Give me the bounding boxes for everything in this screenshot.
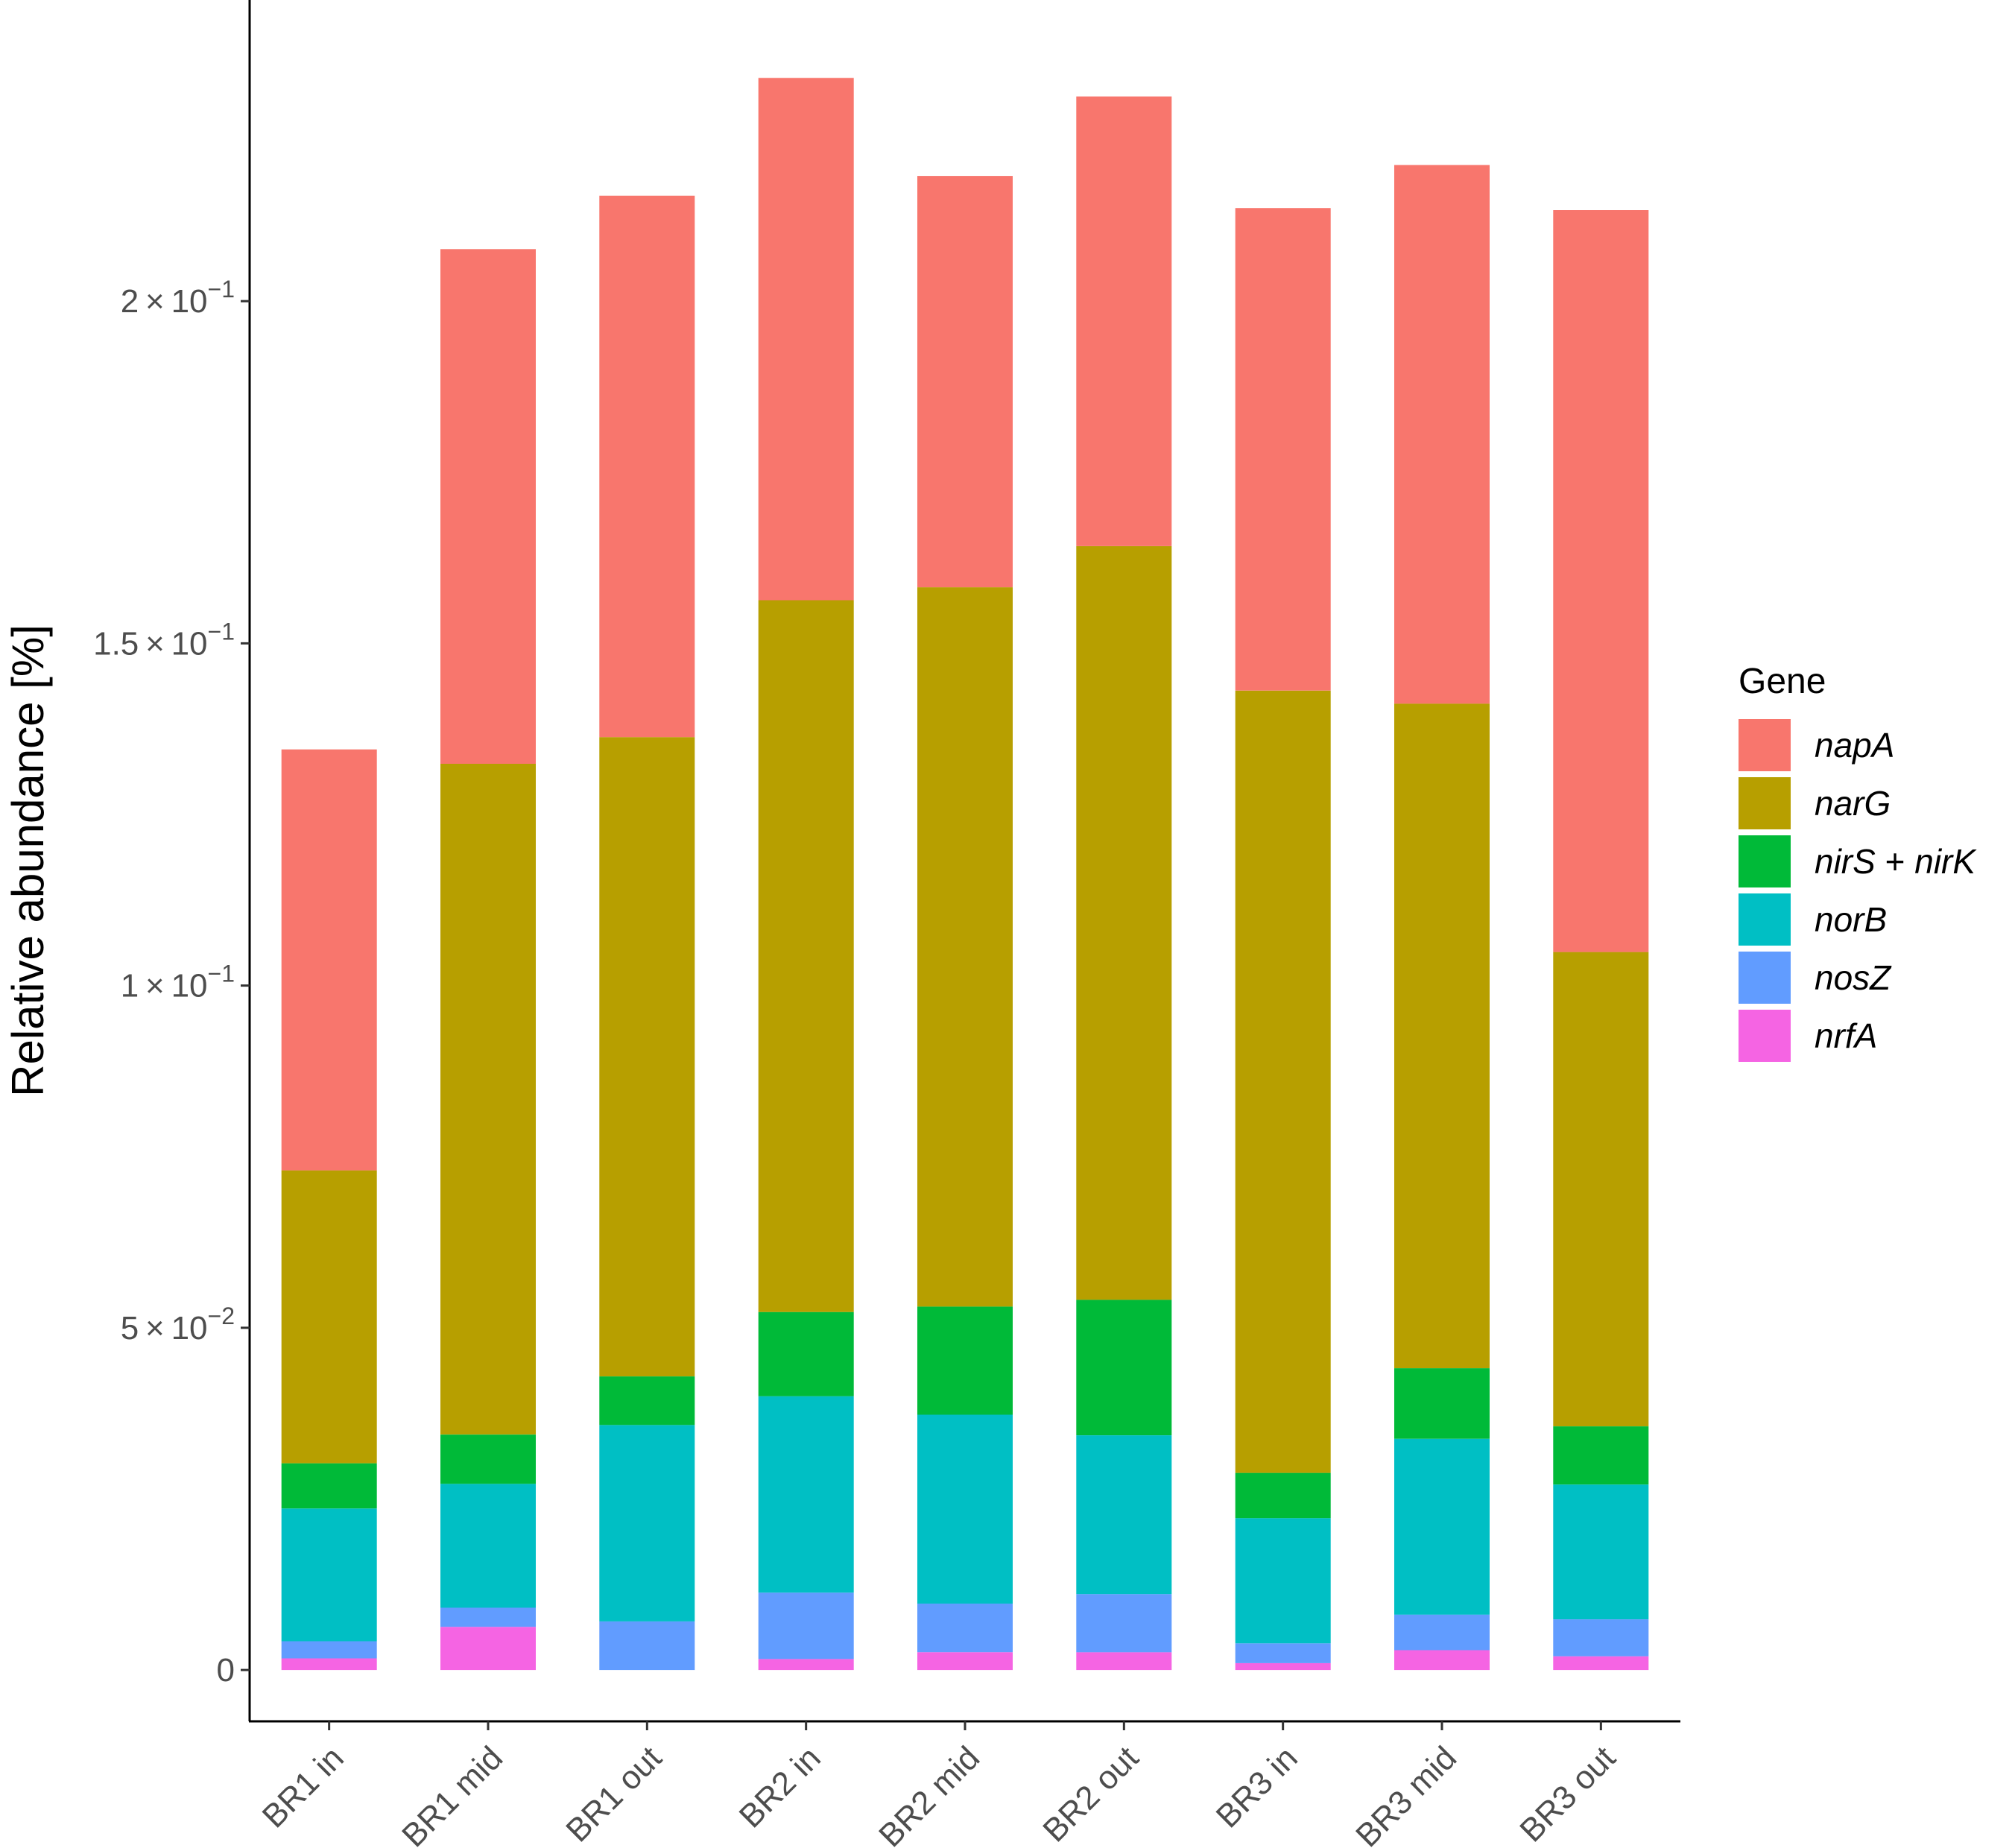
x-tick-label-br3-mid: BR3 mid	[1349, 1739, 1464, 1848]
bar-br1-mid-nosz	[440, 1607, 536, 1627]
bar-br1-mid-norb	[440, 1484, 536, 1608]
bar-br2-in-nrfa	[758, 1659, 854, 1671]
bar-br3-mid-nosz	[1394, 1614, 1490, 1651]
legend-key-nosz	[1739, 952, 1791, 1004]
legend-label-narg: narG	[1815, 784, 1891, 823]
bar-br2-in-nirs-nirk	[758, 1311, 854, 1396]
x-tick-label-br1-out: BR1 out	[559, 1739, 668, 1848]
bar-br2-mid-nirs-nirk	[917, 1306, 1013, 1415]
x-tick-label-br1-in: BR1 in	[256, 1739, 351, 1835]
bar-br3-out-narg	[1553, 952, 1649, 1427]
legend-title: Gene	[1739, 662, 1826, 701]
x-tick-label-br3-out: BR3 out	[1513, 1739, 1622, 1848]
bar-br1-out-napa	[599, 195, 695, 738]
legend-key-napa	[1739, 719, 1791, 771]
bar-br3-mid-nrfa	[1394, 1650, 1490, 1671]
bar-br2-mid-nosz	[917, 1604, 1013, 1653]
legend-key-nirs-nirk	[1739, 835, 1791, 887]
y-tick-label: 1 × 10−1	[121, 961, 235, 1004]
bar-br3-out-nirs-nirk	[1553, 1426, 1649, 1485]
bar-br3-mid-napa	[1394, 165, 1490, 704]
bar-br2-out-nrfa	[1076, 1652, 1172, 1671]
bar-br3-in-napa	[1235, 208, 1331, 691]
bar-br2-out-narg	[1076, 546, 1172, 1300]
bar-br2-out-norb	[1076, 1435, 1172, 1595]
bar-br3-mid-nirs-nirk	[1394, 1368, 1490, 1439]
y-ticks-group: 0 5 × 10−2 1 × 10−1 1.5 × 10−1 2 × 10−1	[93, 276, 250, 1689]
bar-br3-out-napa	[1553, 210, 1649, 952]
legend-label-nosz: nosZ	[1815, 958, 1892, 997]
bar-br3-out-norb	[1553, 1484, 1649, 1620]
bar-br2-out-nirs-nirk	[1076, 1300, 1172, 1436]
x-ticks-group: BR1 in BR1 mid BR1 out BR2 in BR2 mid BR2 out…	[256, 1721, 1622, 1848]
x-tick-label-br2-in: BR2 in	[733, 1739, 828, 1835]
bar-br1-in-norb	[281, 1508, 377, 1642]
bar-br1-out-narg	[599, 737, 695, 1377]
y-tick-label: 5 × 10−2	[121, 1303, 235, 1347]
bar-br2-in-nosz	[758, 1592, 854, 1659]
bar-br2-out-napa	[1076, 96, 1172, 546]
bar-br2-mid-nrfa	[917, 1652, 1013, 1671]
bar-br3-mid-norb	[1394, 1438, 1490, 1615]
bar-br3-out-nrfa	[1553, 1656, 1649, 1671]
bar-br1-mid-nrfa	[440, 1627, 536, 1671]
legend-label-nirs-nirk: nirS + nirK	[1815, 842, 1977, 881]
bar-br3-in-narg	[1235, 690, 1331, 1473]
bar-br3-in-nirs-nirk	[1235, 1472, 1331, 1519]
bar-br2-in-narg	[758, 600, 854, 1312]
bar-br3-in-nrfa	[1235, 1662, 1331, 1671]
bar-br1-in-narg	[281, 1170, 377, 1463]
bar-br1-mid-napa	[440, 249, 536, 764]
x-tick-label-br3-in: BR3 in	[1209, 1739, 1305, 1835]
bar-br3-mid-narg	[1394, 703, 1490, 1369]
bars-group	[281, 77, 1649, 1671]
bar-br2-mid-narg	[917, 587, 1013, 1307]
x-tick-label-br1-mid: BR1 mid	[395, 1739, 510, 1848]
bar-br1-out-nosz	[599, 1621, 695, 1671]
legend-key-norb	[1739, 893, 1791, 946]
bar-br3-in-norb	[1235, 1518, 1331, 1644]
bar-br2-in-norb	[758, 1396, 854, 1593]
legend: Gene napA narG nirS + nirK norB nosZ nrfA	[1739, 662, 1977, 1062]
x-tick-label-br2-mid: BR2 mid	[872, 1739, 987, 1848]
bar-br1-in-napa	[281, 749, 377, 1171]
x-tick-label-br2-out: BR2 out	[1036, 1739, 1145, 1848]
y-axis-title: Relative abundance [%]	[3, 624, 53, 1097]
bar-br2-out-nosz	[1076, 1594, 1172, 1653]
bar-br1-mid-narg	[440, 764, 536, 1435]
y-tick-label: 1.5 × 10−1	[93, 618, 235, 662]
legend-label-napa: napA	[1815, 726, 1894, 765]
bar-br1-in-nrfa	[281, 1658, 377, 1671]
bar-br2-mid-norb	[917, 1414, 1013, 1604]
y-tick-label: 2 × 10−1	[121, 276, 235, 320]
bar-br1-out-nirs-nirk	[599, 1376, 695, 1425]
bar-br2-in-napa	[758, 77, 854, 601]
bar-br3-in-nosz	[1235, 1643, 1331, 1663]
y-tick-label: 0	[217, 1652, 235, 1689]
bar-br1-mid-nirs-nirk	[440, 1434, 536, 1484]
legend-key-narg	[1739, 777, 1791, 829]
bar-br1-out-norb	[599, 1425, 695, 1621]
legend-label-nrfa: nrfA	[1815, 1016, 1877, 1055]
bar-br1-in-nirs-nirk	[281, 1463, 377, 1509]
bar-br3-out-nosz	[1553, 1619, 1649, 1656]
bar-br1-in-nosz	[281, 1641, 377, 1659]
legend-label-norb: norB	[1815, 900, 1887, 939]
legend-key-nrfa	[1739, 1010, 1791, 1062]
bar-br2-mid-napa	[917, 176, 1013, 588]
